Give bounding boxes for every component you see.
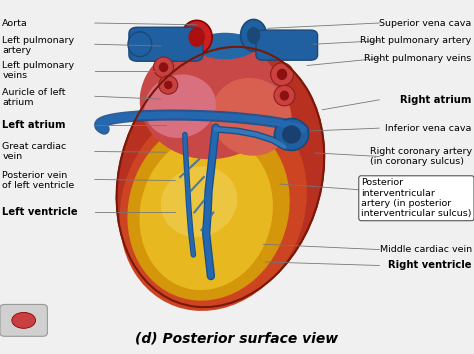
Text: Auricle of left
atrium: Auricle of left atrium: [2, 88, 66, 107]
Text: Posterior vein
of left ventricle: Posterior vein of left ventricle: [2, 171, 74, 190]
Text: Left atrium: Left atrium: [2, 120, 66, 130]
Ellipse shape: [274, 85, 295, 106]
Text: Left pulmonary
veins: Left pulmonary veins: [2, 61, 74, 80]
Ellipse shape: [188, 28, 205, 47]
FancyBboxPatch shape: [129, 27, 203, 61]
Ellipse shape: [119, 100, 307, 311]
Ellipse shape: [280, 91, 289, 101]
Ellipse shape: [154, 57, 173, 78]
Ellipse shape: [159, 76, 178, 94]
Ellipse shape: [117, 47, 324, 307]
Ellipse shape: [139, 135, 273, 290]
Ellipse shape: [181, 21, 212, 54]
Ellipse shape: [271, 63, 293, 86]
Ellipse shape: [282, 125, 301, 144]
Text: Middle cardiac vein: Middle cardiac vein: [380, 245, 472, 254]
Ellipse shape: [274, 119, 309, 150]
Text: Right coronary artery
(in coronary sulcus): Right coronary artery (in coronary sulcu…: [370, 147, 472, 166]
Ellipse shape: [164, 81, 173, 89]
Text: Left ventricle: Left ventricle: [2, 207, 78, 217]
Ellipse shape: [277, 69, 287, 80]
Text: Left pulmonary
artery: Left pulmonary artery: [2, 36, 74, 55]
Text: Posterior
interventricular
artery (in posterior
interventricular sulcus): Posterior interventricular artery (in po…: [361, 178, 472, 218]
Ellipse shape: [12, 313, 36, 329]
Ellipse shape: [145, 74, 216, 138]
Ellipse shape: [194, 33, 256, 59]
Text: Inferior vena cava: Inferior vena cava: [385, 124, 472, 133]
Text: Aorta: Aorta: [2, 18, 28, 28]
Ellipse shape: [140, 39, 282, 159]
Text: Right ventricle: Right ventricle: [388, 261, 472, 270]
Ellipse shape: [128, 32, 152, 57]
Text: (d) Posterior surface view: (d) Posterior surface view: [136, 331, 338, 345]
Ellipse shape: [247, 27, 260, 44]
Text: Superior vena cava: Superior vena cava: [379, 18, 472, 28]
Text: Great cardiac
vein: Great cardiac vein: [2, 142, 67, 161]
Text: Right pulmonary veins: Right pulmonary veins: [365, 54, 472, 63]
FancyBboxPatch shape: [256, 30, 318, 60]
Text: Right pulmonary artery: Right pulmonary artery: [360, 36, 472, 45]
Ellipse shape: [240, 19, 266, 51]
Ellipse shape: [128, 117, 290, 301]
Ellipse shape: [159, 62, 168, 72]
Text: Right atrium: Right atrium: [400, 95, 472, 105]
FancyBboxPatch shape: [0, 304, 47, 336]
Ellipse shape: [161, 167, 237, 237]
Ellipse shape: [211, 78, 292, 156]
